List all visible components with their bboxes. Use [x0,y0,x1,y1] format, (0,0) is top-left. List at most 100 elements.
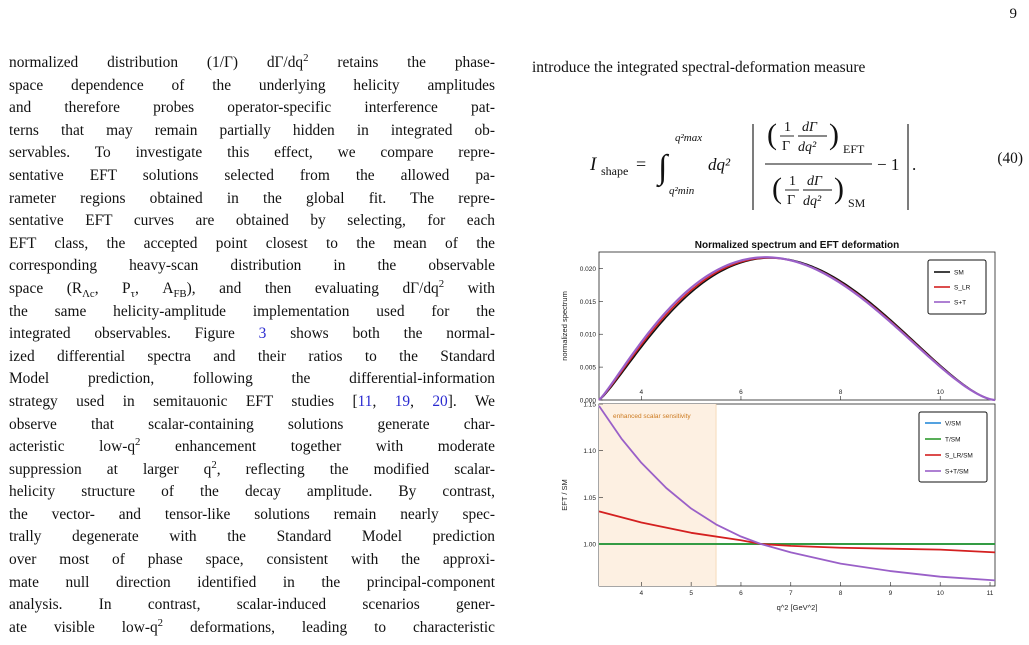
eq-upper-limit: q²max [675,132,702,144]
text-line: Model prediction, following the differen… [9,368,495,391]
bottom-legend [918,411,988,483]
text-run: enhancement together with moderate [140,438,495,456]
text-run: space (R [9,279,83,297]
text-run: ized differential spectra and their rati… [9,347,495,365]
svg-text:dq²: dq² [798,140,817,155]
svg-text:(: ( [767,118,777,151]
chart-title: Normalized spectrum and EFT deformation [695,240,899,251]
eq-den-sub: SM [848,196,866,210]
svg-text:dΓ: dΓ [802,120,818,135]
citation-link[interactable]: 19 [394,392,411,410]
text-run: integrated observables. Figure [9,325,259,343]
x-tick-label: 11 [987,590,994,597]
text-line: terns that may remain partially hidden i… [9,120,495,143]
text-run: suppression at larger q [9,460,212,478]
text-line: corresponding heavy-scan distribution in… [9,255,495,278]
eq-measure: dq² [708,155,731,174]
text-run: Model prediction, following the differen… [9,370,495,388]
text-run: servables. To investigate this effect, w… [9,144,495,162]
x-tick-label: 6 [739,389,743,396]
text-run: shows both the normal- [266,325,495,343]
superscript: 2 [303,51,309,64]
text-run: , [372,392,395,410]
y-tick-label: 0.015 [580,299,597,306]
text-line: normalized distribution (1/Γ) dΓ/dq2 ret… [9,52,495,75]
x-tick-label: 8 [839,389,843,396]
y-tick-label: 1.05 [583,495,596,502]
text-line: EFT class, the accepted point closest to… [9,233,495,256]
x-tick-label: 8 [839,590,843,597]
text-line: helicity structure of the decay amplitud… [9,481,495,504]
text-run: the same helicity-amplitude implementati… [9,302,495,320]
citation-link[interactable]: 3 [258,325,267,343]
text-line: ized differential spectra and their rati… [9,346,495,369]
eq-num-sub: EFT [843,142,865,156]
text-line: space (RΛc, Pτ, AFB), and then evaluatin… [9,278,495,301]
page-number: 9 [1009,6,1018,22]
svg-text:1: 1 [789,174,796,189]
svg-text:∫: ∫ [656,149,670,188]
x-tick-label: 10 [937,389,945,396]
text-line: observe that scalar-containing solutions… [9,414,495,437]
x-tick-label: 6 [739,590,743,597]
legend-label: SM [954,269,964,276]
text-run: and therefore probes operator-specific i… [9,99,495,117]
text-run: the vector- and tensor-like solutions re… [9,505,495,523]
text-line: integrated observables. Figure 3 shows b… [9,323,495,346]
text-run: space dependence of the underlying helic… [9,76,495,94]
text-run: ]. We [447,392,495,410]
text-line: suppression at larger q2, reflecting the… [9,459,495,482]
y-tick-label: 1.00 [583,542,596,549]
legend-label: T/SM [945,436,961,443]
superscript: 2 [157,616,164,629]
y-tick-label: 0.000 [580,398,597,405]
y-tick-label: 0.010 [580,332,597,339]
text-run: helicity structure of the decay amplitud… [9,483,495,501]
x-tick-label: 7 [789,590,793,597]
y-tick-label: 1.10 [583,448,596,455]
equation-40: I shape = ∫ q²max q²min dq² ( 1 Γ dΓ dq²… [589,98,1020,218]
top-legend [927,259,987,315]
eq-minus-one: − 1 [877,155,899,174]
y-tick-label: 0.020 [580,266,597,273]
legend-label: S_LR [954,284,971,291]
text-run: sentative EFT curves are obtained by sel… [9,212,495,230]
svg-text:Γ: Γ [782,139,790,154]
text-run: over most of phase space, consistent wit… [9,551,495,569]
text-line: mate null direction identified in the pr… [9,572,495,595]
eq-lhs-sub: shape [601,164,628,178]
text-run: mate null direction identified in the pr… [9,573,495,591]
text-run: terns that may remain partially hidden i… [9,121,495,139]
subscript: FB [173,288,187,301]
text-run: , reflecting the modified scalar- [216,460,495,478]
subscript: Λc [82,288,95,301]
y-tick-label: 1.15 [583,402,596,409]
x-tick-label: 4 [640,389,644,396]
text-run: , A [134,279,174,297]
text-line: rameter regions obtained in the global f… [9,188,495,211]
text-line: acteristic low-q2 enhancement together w… [9,436,495,459]
svg-text:1: 1 [784,120,791,135]
text-line: analysis. In contrast, scalar-induced sc… [9,594,495,617]
superscript: 2 [211,458,217,471]
text-line: space dependence of the underlying helic… [9,75,495,98]
text-line: servables. To investigate this effect, w… [9,142,495,165]
legend-label: S+T [954,299,966,306]
legend-label: V/SM [945,420,961,427]
x-tick-label: 9 [889,590,893,597]
x-tick-label: 10 [937,590,945,597]
svg-text:): ) [834,172,844,205]
citation-link[interactable]: 11 [357,392,373,410]
text-run: corresponding heavy-scan distribution in… [9,257,495,275]
text-line: ate visible low-q2 deformations, leading… [9,617,495,640]
text-run: trally degenerate with the Standard Mode… [9,528,495,546]
bottom-y-axis-label: EFT / SM [560,479,569,511]
text-line: the same helicity-amplitude implementati… [9,301,495,324]
series-line-s-t [598,256,996,402]
text-run: , P [94,279,131,297]
svg-text:(: ( [772,172,782,205]
citation-link[interactable]: 20 [432,392,448,410]
x-tick-label: 4 [640,590,644,597]
svg-text:): ) [829,118,839,151]
x-tick-label: 5 [689,590,693,597]
